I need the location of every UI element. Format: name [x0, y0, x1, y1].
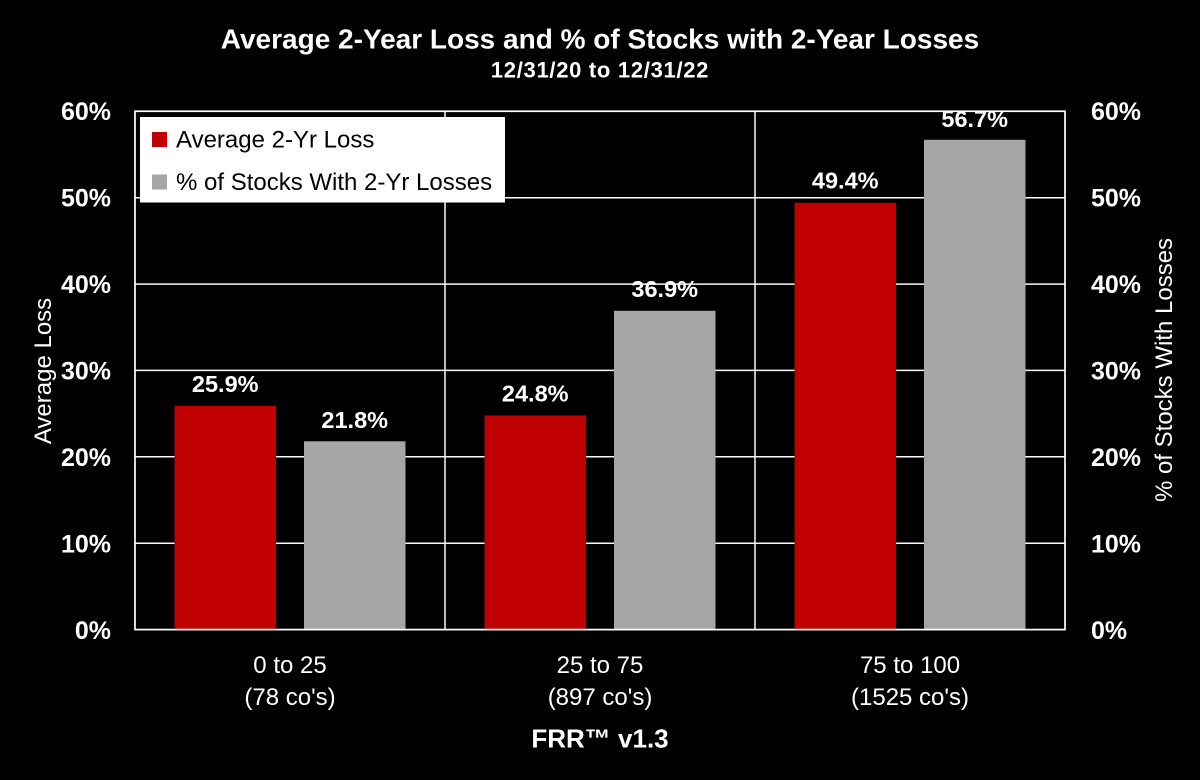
- svg-text:50%: 50%: [1091, 185, 1141, 213]
- svg-text:36.9%: 36.9%: [631, 276, 698, 302]
- svg-text:% of Stocks With Losses: % of Stocks With Losses: [1151, 238, 1178, 502]
- svg-text:(897 co's): (897 co's): [548, 684, 653, 711]
- svg-text:20%: 20%: [61, 444, 111, 472]
- svg-text:Average 2-Year Loss and % of S: Average 2-Year Loss and % of Stocks with…: [221, 23, 979, 54]
- svg-text:Average Loss: Average Loss: [30, 298, 57, 444]
- svg-text:56.7%: 56.7%: [941, 106, 1008, 132]
- svg-text:0%: 0%: [1091, 617, 1127, 645]
- svg-text:30%: 30%: [61, 358, 111, 386]
- svg-text:50%: 50%: [61, 185, 111, 213]
- svg-text:(78 co's): (78 co's): [244, 684, 335, 711]
- svg-text:60%: 60%: [1091, 98, 1141, 126]
- svg-text:25 to 75: 25 to 75: [557, 652, 644, 679]
- svg-text:Average 2-Yr Loss: Average 2-Yr Loss: [176, 127, 374, 154]
- svg-text:% of Stocks With 2-Yr Losses: % of Stocks With 2-Yr Losses: [176, 169, 492, 196]
- svg-text:0 to 25: 0 to 25: [253, 652, 326, 679]
- svg-text:21.8%: 21.8%: [321, 407, 388, 433]
- svg-text:40%: 40%: [61, 271, 111, 299]
- svg-text:0%: 0%: [75, 617, 111, 645]
- svg-text:10%: 10%: [1091, 531, 1141, 559]
- svg-text:20%: 20%: [1091, 444, 1141, 472]
- svg-text:12/31/20 to 12/31/22: 12/31/20 to 12/31/22: [491, 58, 709, 83]
- svg-text:24.8%: 24.8%: [502, 381, 569, 407]
- svg-text:60%: 60%: [61, 98, 111, 126]
- svg-text:FRR™ v1.3: FRR™ v1.3: [531, 724, 668, 754]
- svg-text:25.9%: 25.9%: [192, 371, 259, 397]
- svg-text:49.4%: 49.4%: [812, 168, 879, 194]
- svg-text:(1525 co's): (1525 co's): [851, 684, 969, 711]
- svg-text:75 to 100: 75 to 100: [860, 652, 960, 679]
- svg-text:10%: 10%: [61, 531, 111, 559]
- svg-text:40%: 40%: [1091, 271, 1141, 299]
- svg-text:30%: 30%: [1091, 358, 1141, 386]
